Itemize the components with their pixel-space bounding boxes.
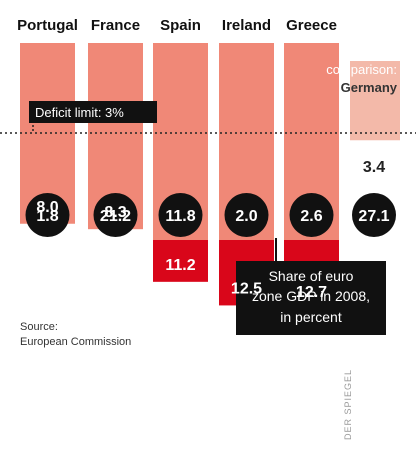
- gdp-share-box-line-2: zone GDP in 2008,: [252, 288, 370, 304]
- gdp-circle-greece: [289, 193, 334, 237]
- gdp-share-value-portugal: 1.8: [36, 208, 58, 225]
- gdp-share-value-france: 21.2: [100, 208, 131, 225]
- germany-comparison-label: comparison:: [326, 62, 397, 77]
- gdp-share-value-ireland: 2.0: [235, 208, 257, 225]
- credit-watermark: DER SPIEGEL: [343, 369, 353, 440]
- gdp-share-value-germany: 27.1: [358, 208, 389, 225]
- gdp-circle-ireland: [224, 193, 269, 237]
- gdp-circle-spain: [158, 193, 203, 237]
- deficit-value-portugal: 8.0: [36, 199, 58, 216]
- deficit-limit-label: Deficit limit: 3%: [35, 105, 124, 120]
- germany-comparison-country: Germany: [341, 80, 398, 95]
- deficit-value-spain: 11.2: [165, 257, 195, 274]
- country-label-greece: Greece: [286, 17, 337, 34]
- gdp-share-value-greece: 2.6: [300, 208, 322, 225]
- country-label-france: France: [91, 17, 140, 34]
- deficit-value-ireland: 12.5: [231, 280, 262, 297]
- gdp-circle-france: [93, 193, 138, 237]
- country-label-spain: Spain: [160, 17, 201, 34]
- gdp-circle-germany: [352, 193, 396, 237]
- bar-lower-spain: [153, 240, 208, 282]
- country-label-ireland: Ireland: [222, 17, 271, 34]
- gdp-share-box-line-3: in percent: [280, 309, 342, 325]
- gdp-circle-portugal: [25, 193, 70, 237]
- deficit-value-greece: 12.7: [296, 284, 327, 301]
- source-label: Source:: [20, 321, 58, 333]
- germany-deficit-value: 3.4: [363, 159, 385, 176]
- bar-germany: [350, 61, 400, 141]
- gdp-share-box: [236, 261, 386, 335]
- gdp-share-circles: 1.8 21.2 11.8 2.0 2.6 27.1: [25, 193, 396, 237]
- deficit-limit-box: [29, 101, 157, 123]
- country-label-portugal: Portugal: [17, 17, 78, 34]
- deficit-value-france: 8.3: [104, 204, 126, 221]
- gdp-share-box-line-1: Share of euro: [269, 268, 354, 284]
- source-name: European Commission: [20, 336, 131, 348]
- gdp-share-value-spain: 11.8: [165, 208, 195, 225]
